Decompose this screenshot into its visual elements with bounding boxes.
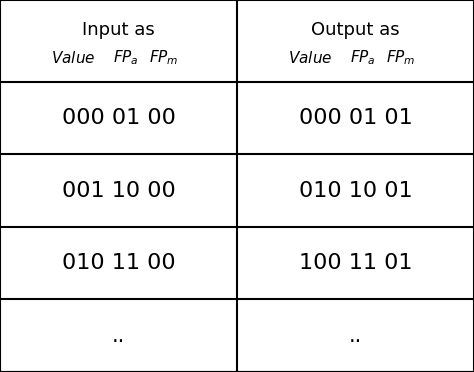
Text: Input as: Input as (82, 21, 155, 39)
Text: ..: .. (112, 326, 125, 346)
Text: $\mathit{FP}_a$: $\mathit{FP}_a$ (113, 48, 138, 67)
Text: $\mathit{FP}_m$: $\mathit{FP}_m$ (149, 48, 178, 67)
Text: 000 01 01: 000 01 01 (299, 108, 412, 128)
Text: 100 11 01: 100 11 01 (299, 253, 412, 273)
Text: $\mathit{FP}_m$: $\mathit{FP}_m$ (386, 48, 415, 67)
Text: 000 01 00: 000 01 00 (62, 108, 175, 128)
Text: ..: .. (349, 326, 362, 346)
Text: $\mathit{Value}$: $\mathit{Value}$ (51, 49, 96, 66)
Text: $\mathit{FP}_a$: $\mathit{FP}_a$ (350, 48, 375, 67)
Text: 010 11 00: 010 11 00 (62, 253, 175, 273)
Text: 001 10 00: 001 10 00 (62, 181, 175, 201)
Text: 010 10 01: 010 10 01 (299, 181, 412, 201)
Text: $\mathit{Value}$: $\mathit{Value}$ (288, 49, 333, 66)
Text: Output as: Output as (311, 21, 400, 39)
